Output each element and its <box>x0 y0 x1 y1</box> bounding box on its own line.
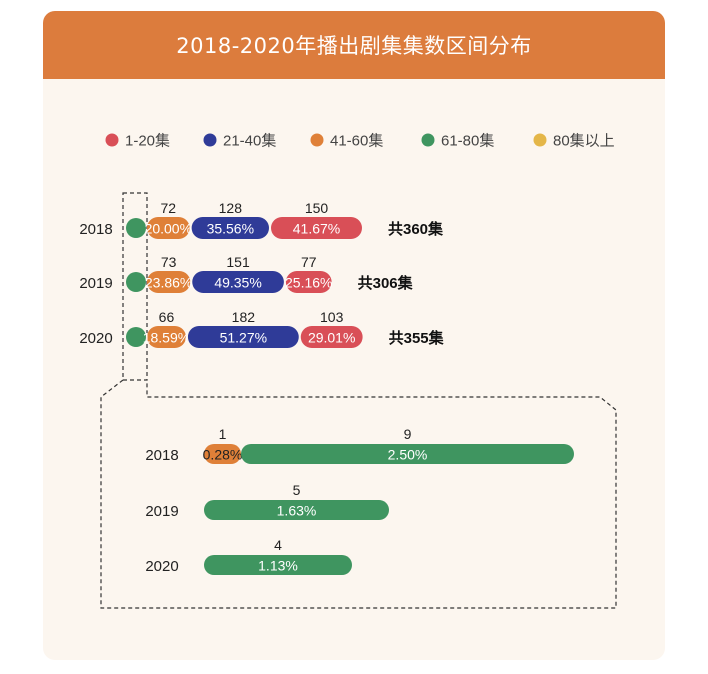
bar-41-60-2020 <box>147 326 186 348</box>
legend: 1-20集 21-40集 41-60集 61-80集 80集以上 <box>105 133 615 150</box>
detail-bar-80plus-2018 <box>204 444 241 464</box>
legend-label-41-60: 41-60集 <box>330 133 383 150</box>
legend-marker-1-20 <box>105 133 119 147</box>
detail-percent-label-61-80-2019: 1.63% <box>277 503 317 519</box>
legend-marker-41-60 <box>310 133 324 147</box>
percent-label-1-20-2018: 41.67% <box>293 221 340 237</box>
detail-year-label-2018: 2018 <box>145 447 178 464</box>
detail-bar-61-80-2020 <box>204 555 352 575</box>
count-label-1-20-2018: 150 <box>305 200 329 216</box>
detail-percent-label-61-80-2020: 1.13% <box>258 558 298 574</box>
legend-label-80plus: 80集以上 <box>553 133 615 150</box>
detail-percent-label-61-80-2018: 2.50% <box>388 447 428 463</box>
bar-41-60-2019 <box>147 271 191 293</box>
detail-count-label-61-80-2020: 4 <box>274 537 282 553</box>
chart-header: 2018-2020年播出剧集集数区间分布 <box>43 11 665 79</box>
detail-bar-61-80-2018 <box>241 444 574 464</box>
percent-label-41-60-2019: 23.86% <box>145 275 192 291</box>
legend-marker-80plus <box>533 133 547 147</box>
count-label-21-40-2018: 128 <box>219 200 243 216</box>
detail-count-label-61-80-2018: 9 <box>404 426 412 442</box>
legend-label-21-40: 21-40集 <box>223 133 276 150</box>
legend-label-1-20: 1-20集 <box>125 133 170 150</box>
bar-61-80-2018 <box>126 218 146 238</box>
percent-label-41-60-2020: 18.59% <box>143 330 190 346</box>
detail-count-label-80plus-2018: 1 <box>219 426 227 442</box>
bar-1-20-2020 <box>300 326 363 348</box>
main-bars: 2018 20.00% 72 35.56% 128 41.67% 150 共360集 2019 2… <box>79 200 445 348</box>
percent-label-21-40-2019: 49.35% <box>214 275 261 291</box>
total-label-2018: 共360集 <box>388 220 444 238</box>
bar-21-40-2018 <box>191 217 269 239</box>
chart-title: 2018-2020年播出剧集集数区间分布 <box>176 34 532 58</box>
percent-label-21-40-2018: 35.56% <box>207 221 254 237</box>
detail-count-label-61-80-2019: 5 <box>293 482 301 498</box>
detail-percent-label-80plus-2018: 0.28% <box>203 447 243 463</box>
count-label-1-20-2019: 77 <box>301 254 317 270</box>
detail-year-label-2020: 2020 <box>145 558 178 575</box>
bar-41-60-2018 <box>147 217 190 239</box>
count-label-1-20-2020: 103 <box>320 309 344 325</box>
count-label-41-60-2018: 72 <box>161 200 177 216</box>
bar-61-80-2020 <box>126 327 146 347</box>
legend-marker-61-80 <box>421 133 435 147</box>
detail-bar-61-80-2019 <box>204 500 389 520</box>
legend-marker-21-40 <box>203 133 217 147</box>
year-label-2020: 2020 <box>79 330 112 347</box>
detail-year-label-2019: 2019 <box>145 503 178 520</box>
bar-1-20-2019 <box>285 271 332 293</box>
count-label-21-40-2019: 151 <box>226 254 250 270</box>
bar-21-40-2020 <box>187 326 299 348</box>
chart-card: 2018-2020年播出剧集集数区间分布 <box>43 11 665 660</box>
percent-label-21-40-2020: 51.27% <box>220 330 267 346</box>
percent-label-1-20-2020: 29.01% <box>308 330 355 346</box>
count-label-21-40-2020: 182 <box>232 309 256 325</box>
legend-label-61-80: 61-80集 <box>441 133 494 150</box>
year-label-2019: 2019 <box>79 275 112 292</box>
total-label-2019: 共306集 <box>358 274 414 292</box>
bar-1-20-2018 <box>271 217 362 239</box>
detail-bars: 2018 0.28% 1 2.50% 9 2019 1.63% 5 2020 1.13% 4 <box>145 426 574 575</box>
count-label-41-60-2019: 73 <box>161 254 177 270</box>
bar-21-40-2019 <box>192 271 284 293</box>
year-label-2018: 2018 <box>79 221 112 238</box>
bar-61-80-2019 <box>126 272 146 292</box>
count-label-41-60-2020: 66 <box>159 309 175 325</box>
percent-label-1-20-2019: 25.16% <box>285 275 332 291</box>
percent-label-41-60-2018: 20.00% <box>145 221 192 237</box>
total-label-2020: 共355集 <box>389 329 445 347</box>
